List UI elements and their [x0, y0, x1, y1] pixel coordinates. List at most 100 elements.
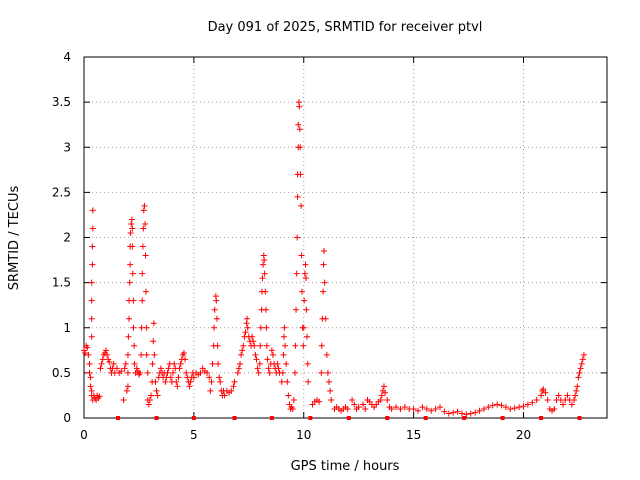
data-point	[139, 297, 146, 304]
data-point	[254, 365, 261, 372]
data-point	[238, 351, 245, 358]
data-point	[323, 351, 330, 358]
data-point	[138, 351, 145, 358]
data-point	[165, 365, 172, 372]
gap-marker	[423, 416, 428, 420]
data-point	[494, 401, 501, 408]
data-point	[118, 368, 125, 375]
data-point	[445, 410, 452, 417]
data-point	[279, 369, 286, 376]
data-point	[467, 410, 474, 417]
data-point	[129, 225, 136, 232]
data-point	[318, 369, 325, 376]
data-point	[129, 243, 136, 250]
data-point	[397, 405, 404, 412]
data-point	[221, 392, 228, 399]
y-tick-label: 0	[63, 411, 71, 425]
data-point	[89, 261, 96, 268]
data-point	[463, 411, 470, 418]
data-point	[120, 396, 127, 403]
data-point	[253, 356, 260, 363]
data-point	[432, 405, 439, 412]
gap-marker	[116, 416, 121, 420]
data-point	[204, 369, 211, 376]
data-point	[228, 387, 235, 394]
data-point	[137, 369, 144, 376]
data-point	[98, 360, 105, 367]
data-point	[384, 396, 391, 403]
data-point	[458, 410, 465, 417]
data-point	[124, 351, 131, 358]
data-point	[292, 342, 299, 349]
data-point	[260, 261, 267, 268]
data-point	[573, 387, 580, 394]
data-point	[302, 275, 309, 282]
data-point	[110, 360, 117, 367]
data-point	[380, 383, 387, 390]
data-point	[88, 315, 95, 322]
data-point	[262, 306, 269, 313]
data-point	[216, 374, 223, 381]
data-point	[283, 360, 290, 367]
data-point	[423, 405, 430, 412]
data-point	[498, 402, 505, 409]
data-point	[140, 225, 147, 232]
data-point	[274, 360, 281, 367]
data-point	[555, 392, 562, 399]
gap-marker	[232, 416, 237, 420]
data-point	[173, 378, 180, 385]
data-point	[142, 288, 149, 295]
data-point	[568, 401, 575, 408]
data-point	[328, 396, 335, 403]
data-point	[96, 393, 103, 400]
data-point	[214, 342, 221, 349]
data-point	[316, 398, 323, 405]
data-point	[142, 220, 149, 227]
data-point	[577, 365, 584, 372]
data-point	[436, 404, 443, 411]
data-point	[97, 365, 104, 372]
data-point	[129, 270, 136, 277]
data-point	[207, 387, 214, 394]
data-point	[298, 288, 305, 295]
data-point	[304, 333, 311, 340]
data-point	[143, 324, 150, 331]
data-point	[230, 383, 237, 390]
data-point	[251, 342, 258, 349]
data-point	[240, 342, 247, 349]
data-point	[102, 347, 109, 354]
gap-marker	[577, 416, 582, 420]
data-point	[301, 270, 308, 277]
data-point	[538, 392, 545, 399]
data-point	[106, 359, 113, 366]
gap-marker	[154, 416, 159, 420]
data-point	[81, 347, 87, 354]
data-point	[164, 369, 171, 376]
data-point	[551, 405, 558, 412]
data-point	[454, 408, 461, 415]
data-point	[262, 288, 269, 295]
data-point	[281, 324, 288, 331]
data-point	[278, 378, 285, 385]
y-axis-ticks: 0 0.5 1 1.5 2 2.5 3 3.5 4	[52, 50, 607, 425]
chart-title: Day 091 of 2025, SRMTID for receiver ptv…	[208, 20, 483, 35]
data-point	[235, 365, 242, 372]
data-point	[86, 360, 93, 367]
data-point	[176, 365, 183, 372]
data-point	[344, 405, 351, 412]
x-tick-label: 15	[406, 428, 421, 442]
y-tick-label: 3	[63, 140, 71, 154]
data-point	[320, 248, 327, 255]
data-point	[298, 202, 305, 209]
data-point	[428, 407, 435, 414]
data-point	[318, 342, 325, 349]
data-point	[89, 243, 96, 250]
data-point	[419, 404, 426, 411]
data-point	[351, 401, 358, 408]
data-point	[87, 383, 94, 390]
data-point	[564, 392, 571, 399]
data-point	[128, 220, 135, 227]
data-point	[213, 315, 220, 322]
data-point	[304, 360, 311, 367]
